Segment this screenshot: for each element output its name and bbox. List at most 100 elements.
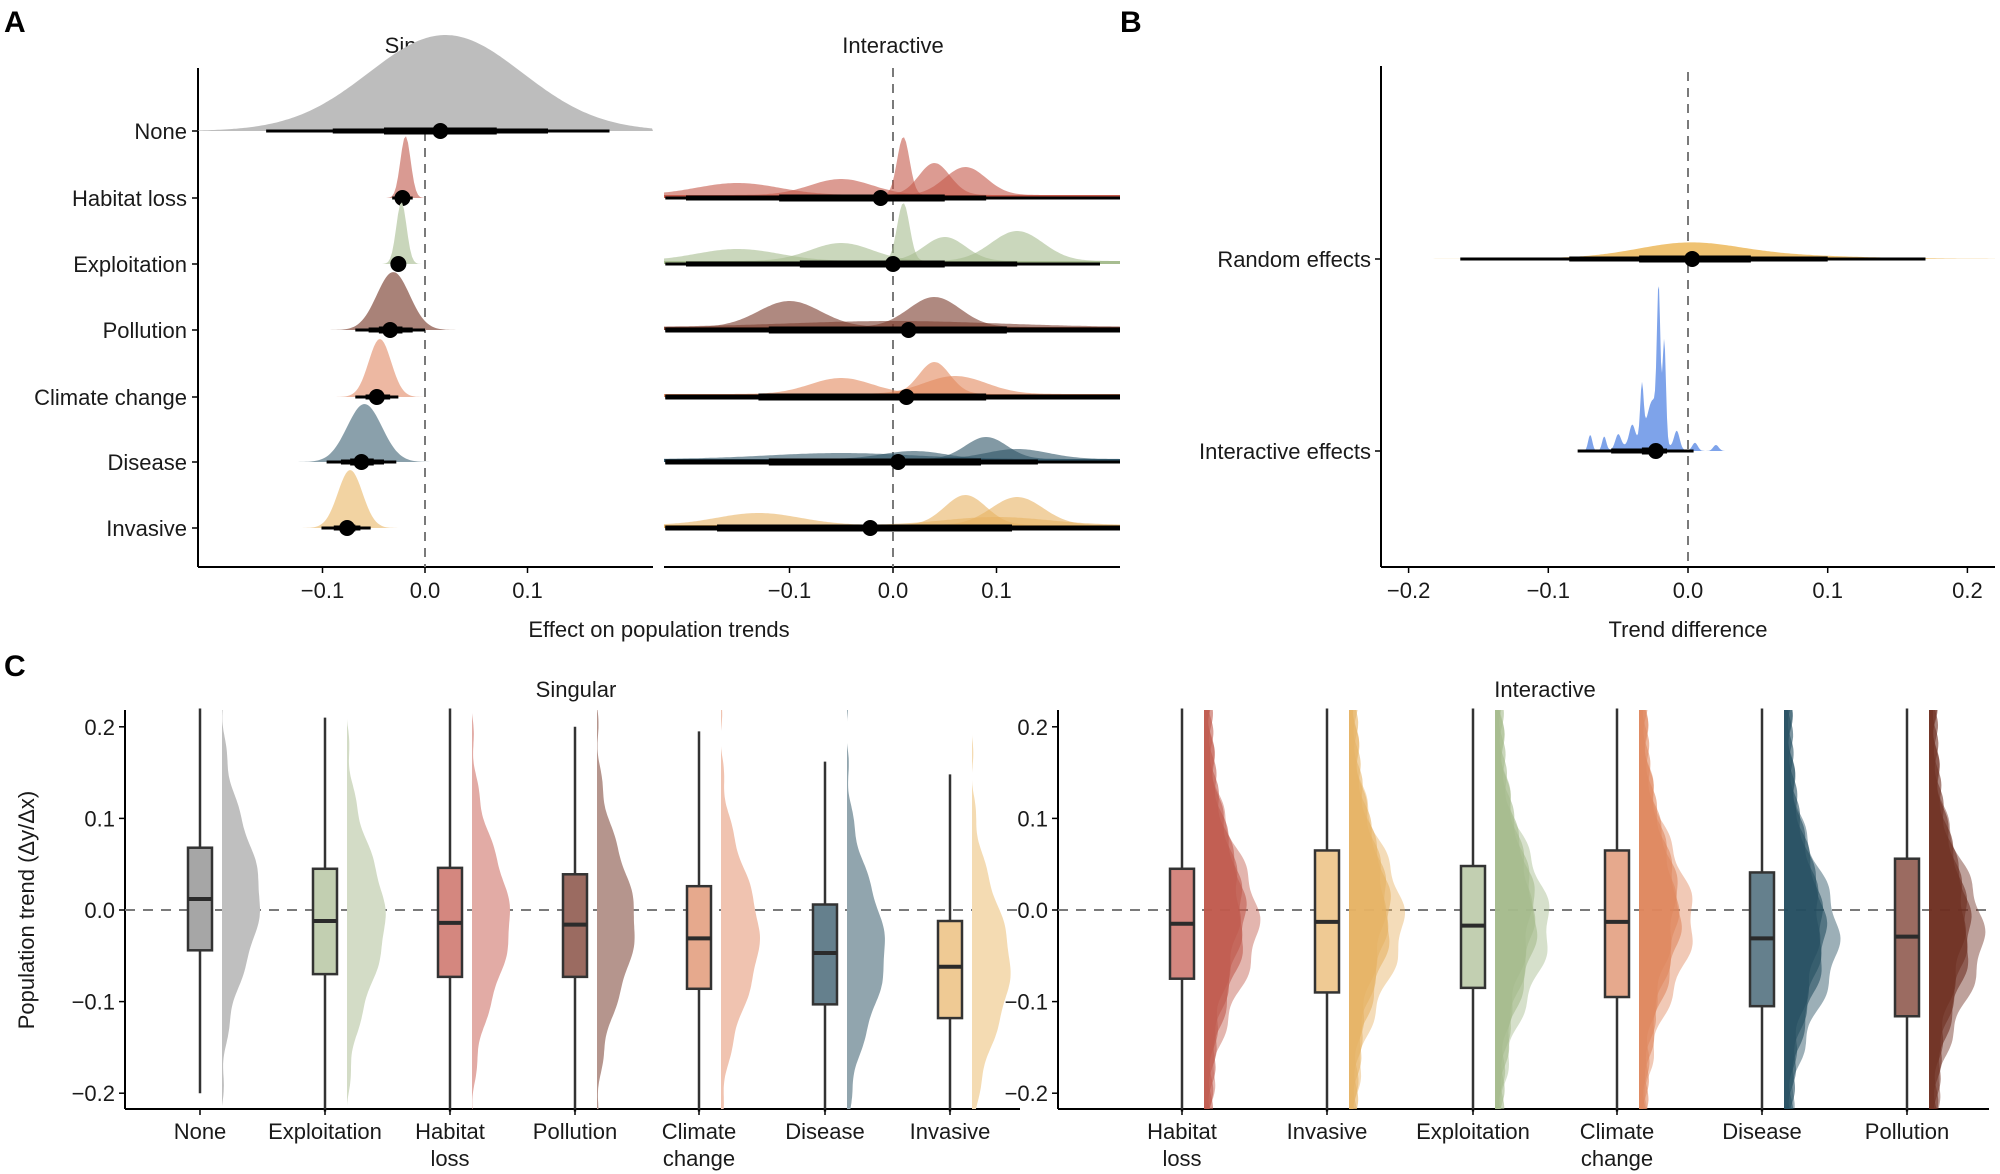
point-estimate	[1647, 443, 1664, 459]
x-tick-label-a: 0.0	[878, 578, 909, 603]
panel-c: Singular Interactive −0.2 −0.1 0.0 0.1 0.2 No…	[14, 677, 1989, 1171]
x-tick-label-a: 0.1	[512, 578, 543, 603]
point-estimate	[368, 389, 385, 405]
point-estimate	[382, 322, 399, 338]
y-tick-label-c: −0.1	[72, 990, 115, 1015]
density-disease	[664, 449, 1120, 462]
category-label: Habitat	[1147, 1119, 1217, 1144]
point-estimate	[898, 389, 915, 405]
point-estimate	[885, 256, 901, 272]
y-tick-label-a: Habitat loss	[72, 186, 187, 211]
point-estimate	[900, 322, 917, 338]
density-cloud-disease	[847, 710, 885, 1109]
facet-title-interactive: Interactive	[842, 33, 944, 58]
density-cloud-disease	[1784, 710, 1821, 1109]
category-label: Exploitation	[268, 1119, 382, 1144]
category-label: Disease	[785, 1119, 864, 1144]
point-estimate	[872, 190, 889, 206]
x-tick-label-b: −0.2	[1387, 578, 1430, 603]
y-tick-label-c: 0.2	[84, 715, 115, 740]
point-estimate	[1684, 251, 1701, 267]
point-estimate	[390, 256, 407, 272]
facet-title-c-interactive: Interactive	[1494, 677, 1596, 702]
y-tick-label-a: None	[134, 119, 187, 144]
point-estimate	[890, 454, 907, 470]
box-invasive	[936, 919, 964, 1020]
density-climate-change	[664, 378, 1120, 397]
category-label: Pollution	[1865, 1119, 1949, 1144]
y-tick-label-a: Pollution	[103, 318, 187, 343]
category-label: Pollution	[533, 1119, 617, 1144]
point-estimate	[432, 123, 449, 139]
y-tick-label-a: Disease	[108, 450, 187, 475]
density-cloud-invasive	[1349, 710, 1387, 1109]
point-estimate	[339, 520, 356, 536]
density-pollution	[664, 301, 1120, 330]
y-tick-label-b: Random effects	[1217, 247, 1371, 272]
density-cloud-habitat-loss	[1204, 710, 1241, 1109]
density-habitat-loss	[664, 137, 1120, 198]
density-climate-change	[664, 376, 1120, 397]
category-label: Climate	[1580, 1119, 1655, 1144]
density-cloud-climate-change	[721, 710, 760, 1109]
density-interactive-effects	[1389, 286, 1995, 451]
density-exploitation	[664, 203, 1120, 264]
density-random-effects	[1389, 242, 1995, 259]
x-tick-label-b: 0.1	[1812, 578, 1843, 603]
y-tick-label-a: Climate change	[34, 385, 187, 410]
point-estimate	[862, 520, 879, 536]
density-cloud-none	[222, 710, 260, 1109]
category-label: Invasive	[910, 1119, 991, 1144]
density-cloud-exploitation	[1495, 710, 1533, 1109]
density-cloud-exploitation	[347, 710, 386, 1109]
density-invasive	[664, 513, 1120, 528]
x-tick-label-b: 0.0	[1673, 578, 1704, 603]
density-exploitation	[664, 243, 1120, 264]
panel-a: Singular Interactive −0.10.00.1NoneHabit…	[34, 33, 1120, 642]
density-cloud-climate-change	[1639, 710, 1677, 1109]
y-tick-label-c: 0.1	[84, 806, 115, 831]
y-tick-label-a: Invasive	[106, 516, 187, 541]
x-tick-label-a: 0.0	[410, 578, 441, 603]
y-tick-label-c: 0.1	[1017, 806, 1048, 831]
panel-letter-a: A	[4, 6, 26, 39]
y-tick-label-c: 0.0	[84, 898, 115, 923]
x-tick-label-a: 0.1	[981, 578, 1012, 603]
density-cloud-pollution	[1929, 710, 1966, 1109]
density-cloud-invasive	[972, 710, 1011, 1109]
x-tick-label-b: −0.1	[1527, 578, 1570, 603]
category-label: None	[174, 1119, 227, 1144]
y-axis-label-c: Population trend (Δy/Δx)	[14, 791, 39, 1030]
category-label: Exploitation	[1416, 1119, 1530, 1144]
x-tick-label-b: 0.2	[1952, 578, 1983, 603]
category-label: Invasive	[1287, 1119, 1368, 1144]
y-tick-label-c: −0.1	[1005, 990, 1048, 1015]
density-cloud-habitat-loss	[472, 710, 510, 1109]
category-label: loss	[1162, 1146, 1201, 1171]
density-none	[198, 35, 653, 131]
x-tick-label-a: −0.1	[301, 578, 344, 603]
category-label: Disease	[1722, 1119, 1801, 1144]
category-label: change	[663, 1146, 735, 1171]
panel-letter-b: B	[1120, 6, 1142, 39]
panel-letter-c: C	[4, 650, 26, 683]
point-estimate	[353, 454, 370, 470]
x-tick-label-a: −0.1	[768, 578, 811, 603]
y-tick-label-c: −0.2	[1005, 1081, 1048, 1106]
category-label: Climate	[662, 1119, 737, 1144]
category-label: loss	[430, 1146, 469, 1171]
density-habitat-loss	[664, 179, 1120, 198]
panel-b: −0.2 −0.1 0.0 0.1 0.2 Random effects Interacti…	[1199, 66, 1995, 642]
category-label: Habitat	[415, 1119, 485, 1144]
category-label: change	[1581, 1146, 1653, 1171]
x-axis-label-a: Effect on population trends	[528, 617, 789, 642]
density-exploitation	[664, 231, 1120, 264]
density-cloud-pollution	[597, 710, 635, 1109]
facet-title-c-singular: Singular	[536, 677, 617, 702]
y-tick-label-a: Exploitation	[73, 252, 187, 277]
y-tick-label-c: 0.2	[1017, 715, 1048, 740]
y-tick-label-b: Interactive effects	[1199, 439, 1371, 464]
y-tick-label-c: −0.2	[72, 1081, 115, 1106]
y-tick-label-c: 0.0	[1017, 898, 1048, 923]
